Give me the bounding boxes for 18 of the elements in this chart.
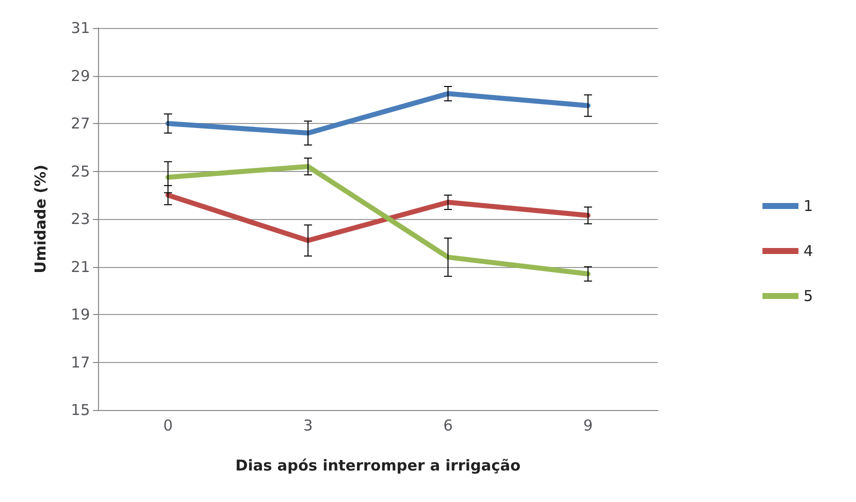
y-tick-label: 29 <box>70 66 90 85</box>
y-tick-label: 19 <box>70 306 90 324</box>
y-tick-label: 25 <box>70 162 90 180</box>
y-tick-label: 15 <box>70 401 90 419</box>
legend-label: 5 <box>803 287 814 305</box>
x-axis-title: Dias após interromper a irrigação <box>235 456 521 474</box>
x-tick-label: 3 <box>303 416 313 434</box>
y-tick-label: 17 <box>70 353 90 372</box>
x-tick-label: 6 <box>443 416 453 434</box>
y-tick-label: 21 <box>70 258 90 276</box>
legend-label: 4 <box>803 242 814 260</box>
x-tick-label: 9 <box>583 416 593 434</box>
y-tick-label: 31 <box>70 19 90 37</box>
y-tick-label: 27 <box>70 114 90 132</box>
y-tick-label: 23 <box>70 210 90 228</box>
x-tick-label: 0 <box>163 416 173 434</box>
legend-label: 1 <box>803 197 814 215</box>
y-axis-title: Umidade (%) <box>32 164 50 274</box>
